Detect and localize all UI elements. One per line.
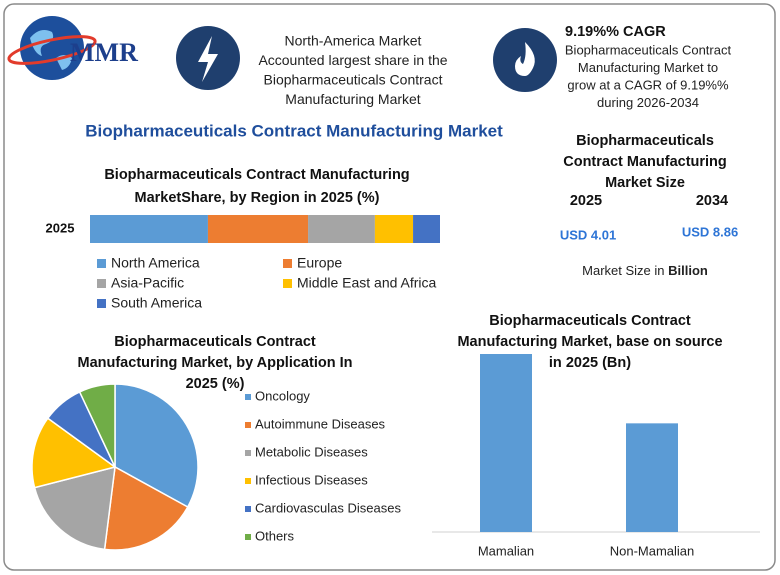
category-label: 2025 [46,220,75,235]
highlight-text: Biopharmaceuticals Contract [565,42,732,57]
highlight-text: Accounted largest share in the [258,52,447,68]
chart-title: 2025 (%) [186,376,245,392]
bar-segment [413,215,440,243]
legend-label: Metabolic Diseases [255,444,368,459]
highlight-text: Manufacturing Market to [578,60,718,75]
legend-swatch [97,259,106,268]
logo-globe [7,16,97,80]
bar-segment [374,215,414,243]
chart-title: Manufacturing Market, base on source [457,334,722,350]
highlight-text: grow at a CAGR of 9.19%% [567,77,729,92]
pie-slice [33,465,116,551]
legend-swatch [245,478,251,484]
year: 2025 [570,193,602,209]
highlight-text: Manufacturing Market [285,91,421,107]
bar [626,423,678,532]
legend-swatch [283,259,292,268]
bar [480,354,532,532]
market-size-title: Biopharmaceuticals [576,133,714,149]
legend-label: South America [111,295,202,311]
flame-icon [493,28,557,92]
frame [3,3,776,571]
legend-label: Middle East and Africa [297,275,437,291]
legend-label: Asia-Pacific [111,275,184,291]
chart-title: Biopharmaceuticals Contract [489,313,691,329]
market-size-title: Contract Manufacturing [563,154,727,170]
chart-title: Biopharmaceuticals Contract Manufacturin… [104,167,409,183]
legend-swatch [245,450,251,456]
legend-label: Europe [297,255,342,271]
legend-swatch [245,422,251,428]
legend-swatch [245,534,251,540]
legend-label: Autoimmune Diseases [255,416,386,431]
main-title: Biopharmaceuticals Contract Manufacturin… [85,121,503,140]
chart-title: in 2025 (Bn) [549,355,631,371]
x-tick-label: Mamalian [478,543,534,558]
legend-label: Others [255,528,295,543]
legend-label: Oncology [255,388,310,403]
logo-text: MMR [70,38,138,67]
legend-swatch [245,506,251,512]
legend-swatch [283,279,292,288]
legend-label: Cardiovasculas Diseases [255,500,401,515]
x-tick-label: Non-Mamalian [610,543,695,558]
cagr-title: 9.19%% CAGR [565,24,666,40]
chart-title: Manufacturing Market, by Application In [78,355,353,371]
legend-swatch [245,394,251,400]
note-unit: Billion [668,263,708,278]
pie-slice [78,383,116,468]
market-size-title: Market Size [605,175,685,191]
legend-label: North America [111,255,200,271]
note-text: Market Size in [582,263,664,278]
market-value: USD 4.01 [560,227,616,242]
lightning-icon [176,26,240,90]
legend-swatch [97,299,106,308]
highlight-text: during 2026-2034 [597,95,699,110]
market-note: Market Size in Billion [582,263,708,278]
legend-label: Infectious Diseases [255,472,368,487]
highlight-text: Biopharmaceuticals Contract [264,72,443,88]
bar-segment [308,215,375,243]
pie-slice [114,383,199,509]
bar-segment [207,215,309,243]
market-value: USD 8.86 [682,224,738,239]
pie-slice [103,465,189,551]
chart-title: Biopharmaceuticals Contract [114,334,316,350]
legend-swatch [97,279,106,288]
chart-title: MarketShare, by Region in 2025 (%) [135,190,380,206]
year: 2034 [696,193,728,209]
pie-slice [31,417,117,489]
highlight-text: North-America Market [285,33,422,49]
bar-segment [90,215,208,243]
